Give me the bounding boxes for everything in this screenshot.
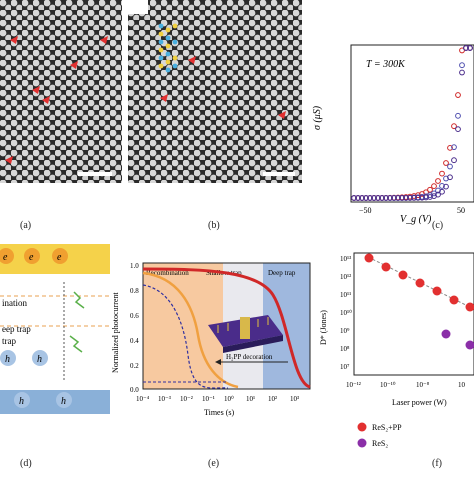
c-point-series-0 bbox=[440, 171, 445, 176]
scale-bar-a bbox=[78, 172, 112, 176]
c-xtick-2: 50 bbox=[457, 206, 465, 215]
label-e: (e) bbox=[208, 458, 219, 469]
c-xlabel: V_g (V) bbox=[400, 214, 432, 225]
label-b: (b) bbox=[208, 220, 220, 231]
c-point-series-0 bbox=[456, 93, 461, 98]
svg-text:10: 10 bbox=[458, 381, 466, 389]
svg-text:10¹²: 10¹² bbox=[340, 273, 351, 281]
electrons: e e e bbox=[0, 248, 68, 264]
band-diagram: e e e ination eep trap trap h h h h bbox=[0, 240, 110, 440]
c-point-series-1 bbox=[456, 113, 461, 118]
svg-text:h: h bbox=[61, 396, 66, 407]
svg-text:10⁰: 10⁰ bbox=[224, 395, 234, 403]
c-point-series-0 bbox=[428, 187, 433, 192]
d-text-recomb: ination bbox=[2, 298, 27, 308]
f-ylabel: D* (Jones) bbox=[319, 310, 328, 345]
label-d: (d) bbox=[20, 458, 32, 469]
panel-f-chart: D* (Jones) 10¹³ 10¹² 10¹¹ 10¹⁰ 10⁹ 10⁸ 1… bbox=[318, 245, 474, 474]
svg-text:10⁻²: 10⁻² bbox=[180, 395, 193, 403]
stem-lattice-a bbox=[0, 0, 122, 183]
c-xtick-0: −50 bbox=[359, 206, 372, 215]
svg-text:10⁻¹²: 10⁻¹² bbox=[346, 381, 361, 389]
svg-text:e: e bbox=[3, 252, 8, 263]
label-f: (f) bbox=[432, 458, 442, 469]
svg-text:10⁻³: 10⁻³ bbox=[158, 395, 171, 403]
legend-resspp-marker bbox=[358, 423, 367, 432]
d-text-trap: trap bbox=[2, 336, 16, 346]
svg-text:e: e bbox=[29, 252, 34, 263]
light-wave-2 bbox=[70, 336, 82, 352]
svg-text:h: h bbox=[19, 396, 24, 407]
legend-resspp: ReS₂+PP bbox=[372, 423, 402, 432]
stem-lattice-b bbox=[128, 0, 302, 183]
e-ytick-1: 0.2 bbox=[130, 362, 139, 370]
svg-text:10⁻⁸: 10⁻⁸ bbox=[416, 381, 430, 389]
panel-e-chart: Recombination Shallow trap Deep trap H₂P… bbox=[108, 255, 313, 450]
svg-text:10¹⁰: 10¹⁰ bbox=[340, 309, 352, 317]
e-ylabel: Normalized photocurrent bbox=[111, 292, 120, 373]
c-point-series-2 bbox=[456, 127, 461, 132]
c-point-series-0 bbox=[432, 184, 437, 189]
c-ylabel: σ (μS) bbox=[312, 105, 323, 130]
svg-text:10⁻⁴: 10⁻⁴ bbox=[136, 395, 150, 403]
e-ytick-4: 0.8 bbox=[130, 287, 139, 295]
panel-b-stem-image bbox=[128, 0, 302, 183]
e-ytick-2: 0.4 bbox=[130, 337, 139, 345]
conductivity-chart: T = 300K σ (μS) V_g (V) −50 50 bbox=[302, 0, 474, 230]
c-point-series-1 bbox=[460, 63, 465, 68]
panel-d-schematic: e e e ination eep trap trap h h h h bbox=[0, 240, 110, 440]
c-point-series-2 bbox=[460, 70, 465, 75]
e-xlabel: Times (s) bbox=[204, 408, 234, 417]
svg-text:10²: 10² bbox=[268, 395, 277, 403]
svg-text:10¹³: 10¹³ bbox=[340, 255, 351, 263]
svg-text:10¹¹: 10¹¹ bbox=[340, 291, 351, 299]
svg-text:h: h bbox=[37, 354, 42, 365]
svg-text:10⁸: 10⁸ bbox=[340, 345, 350, 353]
c-point-series-0 bbox=[444, 161, 449, 166]
region-deep: Deep trap bbox=[268, 269, 296, 277]
svg-text:10⁹: 10⁹ bbox=[340, 327, 350, 335]
decoration-label: H₂PP decoration bbox=[226, 353, 273, 361]
detectivity-chart: D* (Jones) 10¹³ 10¹² 10¹¹ 10¹⁰ 10⁹ 10⁸ 1… bbox=[318, 245, 474, 474]
d-text-deep: eep trap bbox=[2, 324, 31, 334]
temperature-annotation: T = 300K bbox=[366, 59, 406, 70]
photocurrent-chart: Recombination Shallow trap Deep trap H₂P… bbox=[108, 255, 313, 450]
scale-bar-b bbox=[263, 172, 295, 176]
panel-a-stem-image bbox=[0, 0, 122, 183]
c-point-series-2 bbox=[452, 158, 457, 163]
svg-text:10⁻¹: 10⁻¹ bbox=[202, 395, 215, 403]
svg-text:10⁻¹⁰: 10⁻¹⁰ bbox=[380, 381, 396, 389]
e-ytick-0: 0.0 bbox=[130, 386, 139, 394]
legend-res2: ReS₂ bbox=[372, 439, 388, 448]
svg-text:10³: 10³ bbox=[290, 395, 299, 403]
svg-text:10⁷: 10⁷ bbox=[340, 363, 350, 371]
panel-c-chart: T = 300K σ (μS) V_g (V) −50 50 bbox=[302, 0, 474, 230]
f-xlabel: Laser power (W) bbox=[392, 398, 447, 407]
e-ytick-5: 1.0 bbox=[130, 262, 139, 270]
resspp-points bbox=[365, 254, 474, 312]
svg-text:h: h bbox=[5, 354, 10, 365]
legend-res2-marker bbox=[358, 439, 367, 448]
c-point-series-1 bbox=[448, 164, 453, 169]
svg-text:10¹: 10¹ bbox=[246, 395, 255, 403]
svg-text:e: e bbox=[57, 252, 62, 263]
res2-points bbox=[442, 330, 474, 350]
light-wave-1 bbox=[74, 292, 84, 308]
label-c: (c) bbox=[432, 220, 443, 231]
e-ytick-3: 0.6 bbox=[130, 312, 139, 320]
label-a: (a) bbox=[20, 220, 31, 231]
c-point-series-0 bbox=[436, 179, 441, 184]
